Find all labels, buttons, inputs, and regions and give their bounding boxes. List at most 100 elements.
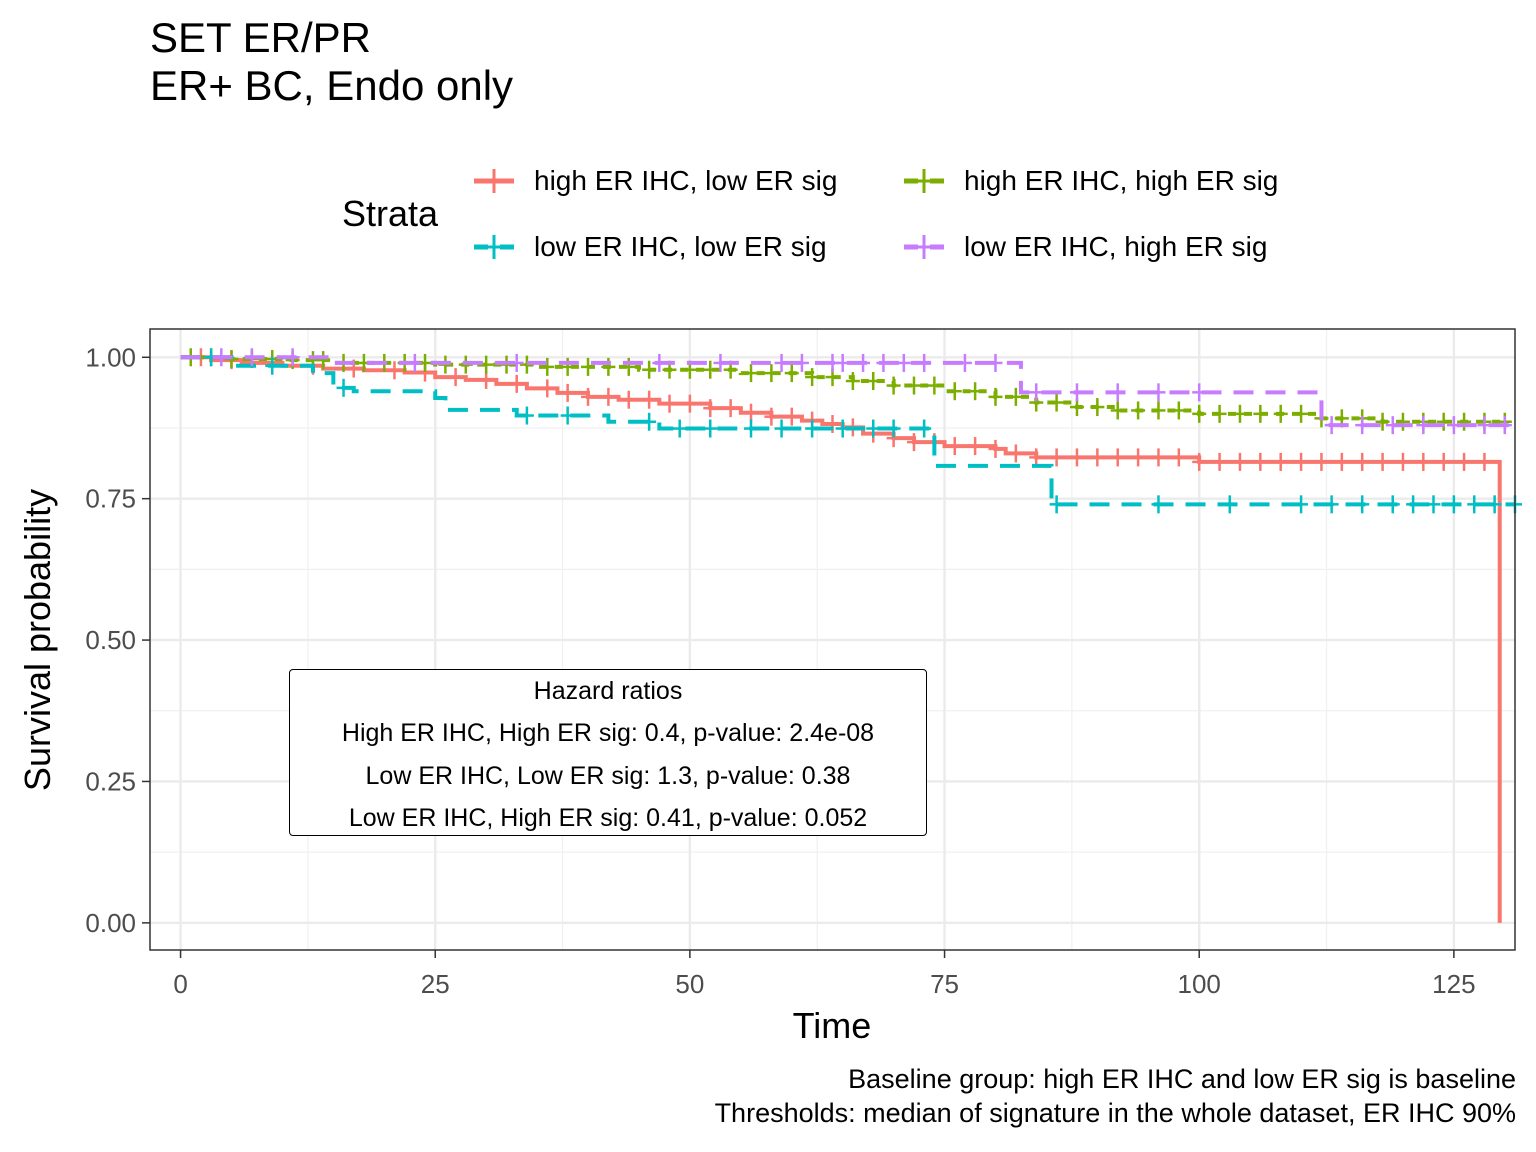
censor-mark [1029, 393, 1044, 412]
censor-mark [968, 382, 983, 401]
censor-mark [336, 378, 351, 397]
censor-mark [866, 419, 881, 438]
censor-mark [1446, 495, 1461, 514]
censor-mark [560, 357, 575, 376]
censor-mark [1324, 495, 1339, 514]
censor-mark [1151, 495, 1166, 514]
x-tick-label: 100 [1178, 969, 1221, 999]
censor-mark [346, 359, 361, 378]
x-tick-label: 75 [930, 969, 959, 999]
y-tick-label: 0.75 [85, 484, 136, 514]
censor-mark [1395, 452, 1410, 471]
censor-mark [1477, 452, 1492, 471]
censor-mark [1110, 401, 1125, 420]
censor-mark [621, 390, 636, 409]
censor-mark [835, 419, 850, 438]
censor-mark [244, 348, 259, 367]
title-line-2: ER+ BC, Endo only [150, 62, 514, 109]
censor-mark [1334, 409, 1349, 428]
censor-mark [438, 355, 453, 374]
censor-mark [540, 357, 555, 376]
censor-mark [224, 349, 239, 368]
hazard-ratio-box: Hazard ratios High ER IHC, High ER sig: … [289, 669, 927, 836]
censor-mark [642, 360, 657, 379]
censor-mark [377, 353, 392, 372]
censor-mark [387, 361, 402, 380]
series-group [180, 348, 1522, 514]
survival-curve [180, 355, 1505, 424]
y-tick-label: 0.50 [85, 625, 136, 655]
censor-mark [1110, 383, 1125, 402]
censor-mark [1192, 404, 1207, 423]
censor-mark [1375, 452, 1390, 471]
censor-mark [917, 353, 932, 372]
censor-mark [1294, 404, 1309, 423]
censor-mark [418, 353, 433, 372]
x-tick-label: 50 [675, 969, 704, 999]
censor-mark [713, 353, 728, 372]
censor-mark [285, 351, 300, 370]
censor-mark [927, 433, 942, 452]
censor-mark [703, 360, 718, 379]
censor-mark [642, 390, 657, 409]
censor-mark [968, 437, 983, 456]
censor-mark [682, 394, 697, 413]
censor-mark [1008, 444, 1023, 463]
series-group [180, 348, 1515, 435]
censor-mark [835, 353, 850, 372]
censor-mark [560, 406, 575, 425]
censor-mark [1029, 448, 1044, 467]
censor-mark [448, 368, 463, 387]
censor-mark [1477, 416, 1492, 435]
censor-mark [1416, 412, 1431, 431]
censor-mark [703, 399, 718, 418]
censor-mark [723, 399, 738, 418]
censor-mark [1151, 448, 1166, 467]
censor-mark [957, 353, 972, 372]
censor-mark [906, 376, 921, 395]
censor-mark [1375, 412, 1390, 431]
censor-mark [1222, 495, 1237, 514]
censor-mark [499, 355, 514, 374]
x-tick-label: 125 [1432, 969, 1475, 999]
censor-mark [1273, 452, 1288, 471]
censor-mark [1457, 452, 1472, 471]
censor-mark [1416, 416, 1431, 435]
censor-mark [1069, 398, 1084, 417]
censor-mark [947, 382, 962, 401]
censor-mark [1487, 495, 1502, 514]
censor-mark [581, 357, 596, 376]
censor-mark [866, 372, 881, 391]
censor-mark [1253, 404, 1268, 423]
censor-mark [1151, 383, 1166, 402]
censor-mark [1192, 452, 1207, 471]
censor-mark [682, 360, 697, 379]
y-tick-label: 0.25 [85, 766, 136, 796]
censor-mark [1029, 383, 1044, 402]
series-layer [180, 348, 1522, 923]
censor-mark [805, 419, 820, 438]
censor-mark [774, 419, 789, 438]
censor-mark [988, 439, 1003, 458]
y-tick-label: 0.00 [85, 908, 136, 938]
censor-mark [1294, 452, 1309, 471]
censor-mark [784, 364, 799, 383]
censor-mark [744, 403, 759, 422]
censor-mark [886, 419, 901, 438]
censor-mark [896, 353, 911, 372]
y-tick-label: 1.00 [85, 342, 136, 372]
hazard-line-1: High ER IHC, High ER sig: 0.4, p-value: … [341, 719, 875, 747]
censor-mark [1069, 383, 1084, 402]
censor-mark [305, 356, 320, 375]
censor-mark [540, 379, 555, 398]
censor-mark [560, 383, 575, 402]
censor-mark [305, 351, 320, 370]
censor-mark [1090, 448, 1105, 467]
legend-label-high-ihc-low-sig: high ER IHC, low ER sig [534, 165, 838, 196]
hazard-line-2: Low ER IHC, Low ER sig: 1.3, p-value: 0.… [365, 762, 851, 790]
censor-mark [1049, 448, 1064, 467]
censor-mark [1008, 387, 1023, 406]
caption-line-1: Baseline group: high ER IHC and low ER s… [848, 1064, 1516, 1094]
censor-mark [1273, 404, 1288, 423]
censor-mark [1314, 452, 1329, 471]
